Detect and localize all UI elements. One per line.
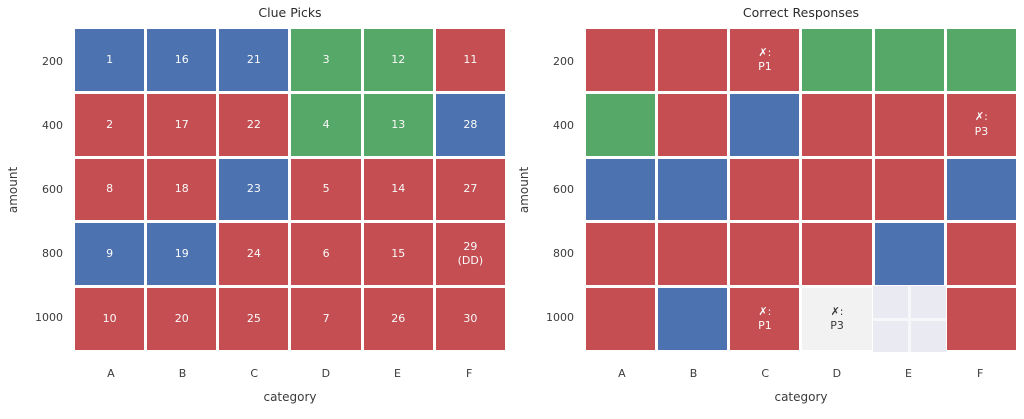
x-tick-label: D	[321, 366, 331, 380]
heatmap-cell: 18	[147, 158, 217, 221]
x-tick-label: B	[178, 366, 187, 380]
y-axis-label: amount	[516, 29, 532, 350]
heatmap-cell	[658, 93, 728, 156]
x-tick-label: C	[250, 366, 259, 380]
heatmap-cell: 3	[291, 29, 361, 91]
y-tick-label: 400	[553, 118, 574, 132]
heatmap-cell: 5	[291, 158, 361, 221]
heatmap-cell: 25	[219, 288, 289, 350]
heatmap-cell	[658, 288, 728, 350]
heatmap-cell: 20	[147, 288, 217, 350]
heatmap-cell: 16	[147, 29, 217, 91]
clue-picks-chart: Clue Picks amount 200 400 600 800 1000 1 16 21…	[6, 5, 505, 404]
heatmap-cell	[802, 93, 872, 156]
heatmap-cell	[730, 93, 800, 156]
heatmap-cell	[802, 158, 872, 221]
heatmap-cell	[946, 223, 1016, 286]
x-tick-label: E	[905, 366, 912, 380]
heatmap-cell: 11	[435, 29, 505, 91]
y-tick-label: 600	[553, 183, 574, 196]
heatmap-cell: 24	[219, 223, 289, 286]
y-tick-label: 200	[42, 54, 63, 68]
y-axis-label-text: amount	[517, 166, 531, 213]
heatmap-cell: 6	[291, 223, 361, 286]
chart-title: Clue Picks	[258, 5, 322, 20]
y-axis-label-text: amount	[6, 166, 20, 213]
heatmap-cell	[874, 29, 944, 91]
heatmap-cell: 4	[291, 93, 361, 156]
heatmap-grid: ✗: P1 ✗: P3 ✗: P1 ✗: P3	[586, 29, 1016, 352]
heatmap-cell	[874, 223, 944, 286]
heatmap-cell	[872, 286, 947, 352]
y-tick-label: 200	[553, 54, 574, 68]
y-tick-label: 1000	[546, 311, 574, 325]
heatmap-cell	[586, 288, 656, 350]
y-tick-label: 600	[42, 183, 63, 196]
heatmap-cell: 29 (DD)	[435, 223, 505, 286]
heatmap-cell: 12	[363, 29, 433, 91]
y-tick-label: 400	[42, 118, 63, 132]
heatmap-cell: 1	[75, 29, 145, 91]
y-tick-label: 1000	[35, 311, 63, 325]
heatmap-cell	[946, 29, 1016, 91]
heatmap-cell: ✗: P1	[730, 29, 800, 91]
heatmap-cell: 2	[75, 93, 145, 156]
x-tick-label: B	[689, 366, 698, 380]
heatmap-cell	[586, 158, 656, 221]
heatmap-cell: 14	[363, 158, 433, 221]
heatmap-cell	[802, 29, 872, 91]
chart-title: Correct Responses	[742, 5, 860, 20]
heatmap-cell: 8	[75, 158, 145, 221]
y-tick-label: 800	[42, 247, 63, 261]
heatmap-cell: 30	[435, 288, 505, 350]
heatmap-cell	[586, 223, 656, 286]
heatmap-cell: 10	[75, 288, 145, 350]
heatmap-cell: 13	[363, 93, 433, 156]
heatmap-cell	[946, 158, 1016, 221]
x-axis-label: category	[263, 390, 317, 404]
x-tick-label: D	[832, 366, 842, 380]
heatmap-cell	[874, 158, 944, 221]
heatmap-cell	[730, 158, 800, 221]
heatmap-cell: 19	[147, 223, 217, 286]
heatmap-cell: 27	[435, 158, 505, 221]
heatmap-cell: 21	[219, 29, 289, 91]
x-tick-label: C	[761, 366, 770, 380]
x-tick-label: F	[977, 366, 984, 380]
heatmap-cell: 22	[219, 93, 289, 156]
x-axis-label: category	[774, 390, 828, 404]
heatmap-cell	[946, 288, 1016, 350]
heatmap-cell	[586, 93, 656, 156]
heatmap-cell: 26	[363, 288, 433, 350]
heatmap-cell	[874, 93, 944, 156]
heatmap-cell	[730, 223, 800, 286]
heatmap-cell: ✗: P1	[730, 288, 800, 350]
heatmap-cell	[658, 223, 728, 286]
heatmap-cell: 23	[219, 158, 289, 221]
heatmap-cell	[658, 29, 728, 91]
heatmap-cell: 9	[75, 223, 145, 286]
heatmap-cell: 28	[435, 93, 505, 156]
x-tick-label: E	[394, 366, 401, 380]
x-axis-ticks: A B C D E F	[586, 366, 1016, 380]
heatmap-cell	[586, 29, 656, 91]
heatmap-cell: 7	[291, 288, 361, 350]
x-tick-label: A	[618, 366, 626, 380]
y-axis-label: amount	[5, 29, 21, 350]
heatmap-cell: 17	[147, 93, 217, 156]
x-axis-ticks: A B C D E F	[75, 366, 505, 380]
heatmap-grid: 1 16 21 3 12 11 2 17 22 4 13 28 8 18 23 5 14 27 9 19 24 6 15 29…	[75, 29, 505, 350]
x-tick-label: F	[466, 366, 473, 380]
correct-responses-chart: Correct Responses amount 200 400 600 800 100…	[517, 5, 1016, 404]
x-tick-label: A	[107, 366, 115, 380]
heatmap-cell: 15	[363, 223, 433, 286]
y-axis-ticks: 200 400 600 800 1000	[532, 29, 574, 350]
y-axis-ticks: 200 400 600 800 1000	[21, 29, 63, 350]
heatmap-cell	[802, 223, 872, 286]
heatmap-cell: ✗: P3	[946, 93, 1016, 156]
heatmap-cell: ✗: P3	[802, 288, 872, 350]
heatmap-cell	[658, 158, 728, 221]
y-tick-label: 800	[553, 247, 574, 261]
